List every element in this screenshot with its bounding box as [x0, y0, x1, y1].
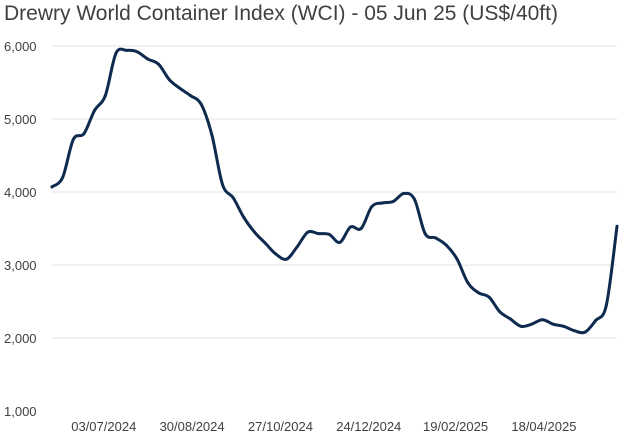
data-point: [157, 62, 161, 66]
series-layer: [50, 47, 619, 335]
y-tick-label: 2,000: [4, 331, 37, 346]
data-point: [253, 230, 257, 234]
data-point: [572, 329, 576, 333]
data-point: [508, 317, 512, 321]
x-tick-label: 27/10/2024: [248, 419, 313, 434]
data-point: [125, 48, 129, 52]
chart-title: Drewry World Container Index (WCI) - 05 …: [4, 2, 558, 25]
data-point: [604, 303, 608, 307]
x-axis-tick-labels: 03/07/2024 30/08/2024 27/10/2024 24/12/2024…: [71, 419, 576, 434]
data-point: [476, 291, 480, 295]
data-point: [380, 201, 384, 205]
x-tick-label: 19/02/2025: [423, 419, 488, 434]
y-tick-label: 1,000: [4, 404, 37, 419]
data-point: [210, 133, 214, 137]
data-point: [551, 322, 555, 326]
data-point: [221, 183, 225, 187]
data-point: [327, 232, 331, 236]
data-point: [370, 205, 374, 209]
data-point: [231, 196, 235, 200]
data-point: [519, 324, 523, 328]
data-point: [61, 175, 65, 179]
data-point: [466, 281, 470, 285]
data-point: [487, 295, 491, 299]
data-point: [135, 50, 139, 54]
data-point: [274, 252, 278, 256]
gridlines: [52, 45, 617, 339]
data-point: [402, 191, 406, 195]
data-point: [615, 224, 619, 228]
data-point: [455, 257, 459, 261]
data-point: [306, 230, 310, 234]
data-point: [114, 51, 118, 55]
data-point: [412, 197, 416, 201]
data-point: [103, 94, 107, 98]
y-tick-label: 3,000: [4, 258, 37, 273]
data-point: [498, 310, 502, 314]
data-point: [530, 322, 534, 326]
y-tick-label: 5,000: [4, 112, 37, 127]
data-point: [540, 318, 544, 322]
x-tick-label: 18/04/2025: [511, 419, 576, 434]
data-point: [594, 318, 598, 322]
x-tick-label: 30/08/2024: [160, 419, 225, 434]
data-point: [391, 199, 395, 203]
y-tick-label: 4,000: [4, 185, 37, 200]
data-point: [71, 137, 75, 141]
data-point: [50, 185, 54, 189]
data-point: [317, 232, 321, 236]
data-point: [189, 94, 193, 98]
data-point: [93, 108, 97, 112]
data-point: [146, 57, 150, 61]
x-tick-label: 03/07/2024: [71, 419, 136, 434]
data-point: [338, 240, 342, 244]
data-point: [199, 102, 203, 106]
data-point: [263, 241, 267, 245]
data-point: [434, 236, 438, 240]
data-point: [444, 243, 448, 247]
data-point: [285, 257, 289, 261]
x-tick-label: 24/12/2024: [336, 419, 401, 434]
data-point: [178, 86, 182, 90]
data-point: [295, 245, 299, 249]
data-point: [583, 330, 587, 334]
data-point: [359, 227, 363, 230]
data-point: [242, 216, 246, 220]
y-axis-tick-labels: 1,000 2,000 3,000 4,000 5,000 6,000: [4, 39, 37, 419]
data-point: [562, 324, 566, 328]
data-point: [423, 232, 427, 236]
data-point: [167, 78, 171, 82]
series-line-0: [50, 47, 619, 335]
y-tick-label: 6,000: [4, 39, 37, 54]
data-point: [82, 132, 86, 136]
data-point: [348, 225, 352, 229]
